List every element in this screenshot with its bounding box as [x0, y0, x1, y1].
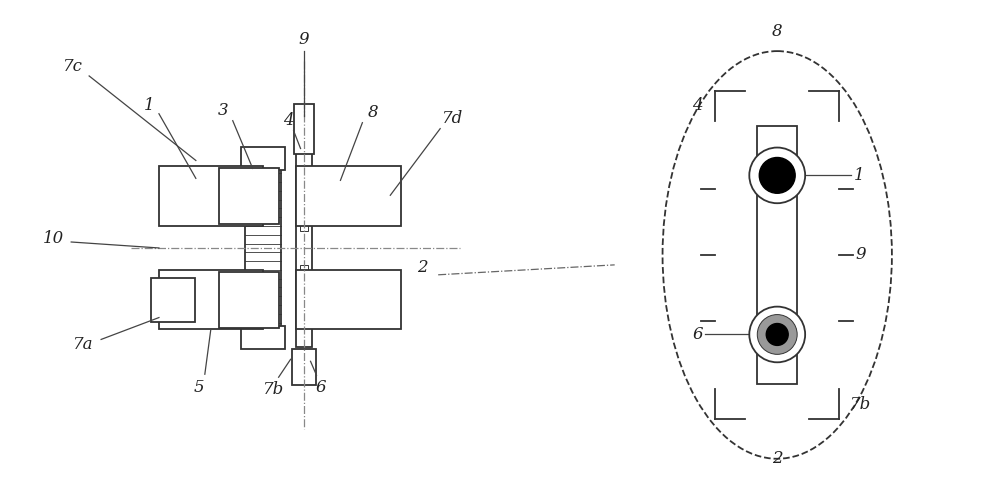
Bar	[300, 265, 308, 300]
Text: 8: 8	[772, 23, 783, 40]
Text: 8: 8	[368, 104, 379, 121]
Bar	[296, 270, 401, 329]
Circle shape	[759, 157, 795, 193]
Bar	[241, 326, 285, 349]
Text: 9: 9	[298, 30, 309, 48]
Circle shape	[749, 147, 805, 203]
Bar	[300, 195, 308, 231]
Text: 9: 9	[856, 246, 866, 263]
Bar	[296, 167, 401, 226]
Bar	[151, 278, 195, 322]
Text: 5: 5	[194, 379, 204, 396]
Bar	[245, 169, 281, 327]
Text: 10: 10	[43, 229, 64, 246]
Circle shape	[749, 307, 805, 362]
Text: 6: 6	[315, 379, 326, 396]
Text: 4: 4	[283, 112, 294, 129]
Ellipse shape	[663, 51, 892, 459]
Text: 6: 6	[692, 326, 703, 343]
Bar	[241, 146, 285, 170]
Bar	[219, 169, 279, 224]
Text: 7c: 7c	[63, 57, 83, 74]
Text: 2: 2	[417, 259, 428, 276]
Text: 1: 1	[854, 167, 864, 184]
Text: 2: 2	[772, 450, 783, 467]
Text: 3: 3	[217, 102, 228, 119]
Bar	[294, 104, 314, 154]
Circle shape	[757, 314, 797, 355]
Bar	[159, 167, 263, 226]
Bar	[159, 270, 263, 329]
Text: 7b: 7b	[263, 381, 284, 398]
Text: 4: 4	[692, 97, 703, 114]
Bar	[219, 272, 279, 327]
Bar	[292, 349, 316, 385]
Circle shape	[766, 324, 788, 345]
Bar	[757, 126, 797, 384]
Bar	[296, 149, 312, 347]
Text: 7b: 7b	[850, 396, 872, 412]
Text: 7d: 7d	[442, 110, 463, 127]
Text: 7a: 7a	[73, 336, 93, 353]
Text: 1: 1	[144, 97, 154, 114]
